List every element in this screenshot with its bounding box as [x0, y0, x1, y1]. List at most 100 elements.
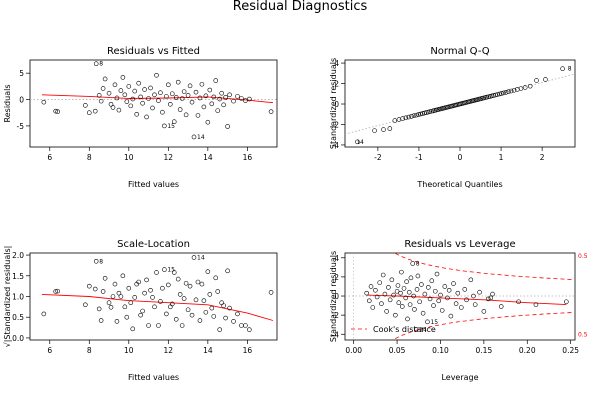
x-tick-label: 0.05 — [389, 346, 406, 355]
data-point — [98, 98, 104, 104]
data-point — [217, 327, 222, 332]
data-point — [126, 285, 132, 291]
data-point — [183, 112, 189, 118]
data-point — [217, 96, 222, 102]
data-point — [203, 309, 209, 315]
y-axis-label: Standardized residuals — [329, 251, 338, 342]
data-point — [425, 319, 430, 325]
data-point — [146, 323, 151, 328]
data-point — [116, 107, 122, 113]
data-point — [146, 96, 151, 101]
data-point — [404, 279, 409, 284]
x-axis-label: Theoretical Quantiles — [416, 180, 502, 189]
y-tick-label: 4 — [334, 59, 339, 68]
data-point — [516, 299, 521, 305]
data-point — [181, 296, 187, 301]
panel-4: Residuals vs Leverage 0.00 0.05 0.10 0.15 0.2… — [329, 239, 588, 382]
data-point — [453, 301, 459, 306]
data-point — [211, 94, 217, 100]
x-tick-label: 10 — [124, 153, 134, 162]
data-point — [487, 94, 493, 99]
y-axis-label: Standardized residuals — [329, 58, 338, 149]
data-point — [389, 277, 395, 283]
data-point — [387, 126, 393, 131]
y-tick-label: 1.0 — [12, 293, 24, 302]
data-point — [511, 87, 517, 93]
data-point — [156, 98, 161, 103]
data-point — [120, 273, 126, 279]
data-point — [195, 279, 201, 285]
data-point — [118, 294, 124, 299]
data-point — [130, 96, 136, 102]
data-point — [100, 86, 106, 91]
point-label: 15 — [167, 123, 175, 130]
data-point — [195, 113, 201, 118]
data-point — [464, 297, 469, 303]
y-axis-label: Residuals — [3, 85, 12, 123]
data-point — [446, 287, 452, 293]
data-point — [126, 84, 132, 89]
data-point — [384, 309, 389, 314]
x-tick-label: 12 — [164, 346, 174, 355]
data-point — [167, 101, 173, 107]
data-point — [142, 290, 147, 296]
data-point — [213, 275, 219, 281]
data-point — [128, 103, 134, 109]
data-point — [415, 273, 421, 279]
y-tick-label: 0 — [19, 96, 24, 105]
y-tick-label: -4 — [332, 141, 340, 150]
data-point — [395, 283, 401, 288]
smooth-line — [41, 293, 274, 321]
data-point — [377, 280, 383, 285]
data-point — [393, 312, 398, 318]
data-point — [177, 292, 183, 297]
data-point — [106, 300, 112, 306]
data-point — [116, 290, 122, 296]
x-axis-label: Leverage — [441, 373, 478, 382]
data-point — [399, 269, 404, 275]
data-point — [564, 299, 569, 305]
data-point — [399, 304, 405, 309]
plot-frame — [29, 59, 278, 148]
x-tick-label: -1 — [415, 153, 423, 162]
smooth-line — [366, 294, 567, 306]
data-point — [185, 307, 191, 313]
data-point — [498, 304, 504, 309]
data-point — [223, 95, 228, 100]
data-point — [199, 81, 205, 87]
data-point — [162, 123, 167, 129]
data-point — [468, 277, 474, 283]
y-tick-label: 4 — [334, 254, 339, 263]
data-point — [83, 103, 88, 108]
data-point — [239, 96, 244, 101]
data-point — [485, 296, 491, 302]
y-tick-label: -5 — [17, 122, 25, 131]
plot-area — [41, 255, 274, 332]
data-point — [93, 61, 99, 66]
x-tick-label: 10 — [124, 346, 134, 355]
data-point — [209, 305, 215, 311]
data-point — [432, 288, 438, 294]
y-tick-label: -2 — [332, 120, 340, 129]
panel-title: Residuals vs Leverage — [404, 239, 515, 250]
data-point — [150, 295, 155, 300]
data-point — [201, 298, 207, 303]
data-point — [417, 299, 422, 305]
data-point — [173, 316, 179, 322]
data-point — [191, 134, 197, 140]
data-point — [169, 301, 175, 307]
x-tick-label: 0.10 — [432, 346, 449, 355]
data-point — [160, 285, 165, 291]
data-point — [462, 287, 468, 292]
x-tick-label: 8 — [87, 153, 92, 162]
data-point — [201, 104, 207, 110]
data-point — [527, 83, 533, 89]
data-point — [416, 112, 421, 117]
data-point — [86, 283, 92, 289]
point-label: 15 — [167, 267, 175, 274]
data-point — [239, 323, 244, 328]
data-point — [387, 297, 393, 303]
data-point — [162, 267, 167, 272]
data-point — [400, 116, 405, 121]
